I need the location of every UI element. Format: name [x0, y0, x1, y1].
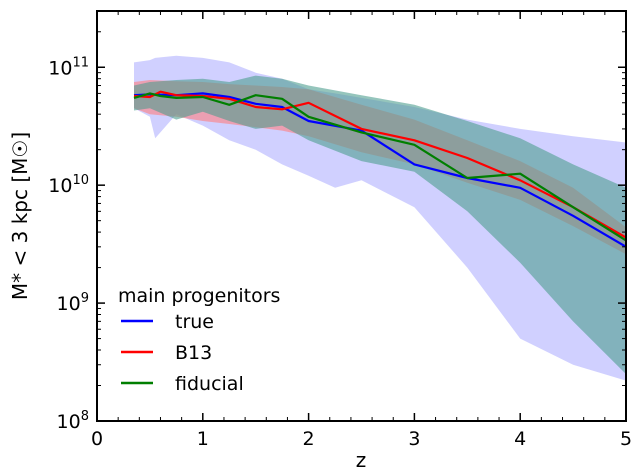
tick-labels: 0 1 2 3 4 5 108 109 1010 1011 [48, 55, 632, 450]
y-tick-label: 1010 [48, 173, 89, 197]
y-tick-label: 1011 [48, 55, 89, 79]
legend-label-true: true [175, 311, 214, 333]
y-tick-label: 109 [57, 291, 89, 315]
x-axis-label: z [356, 448, 367, 470]
legend-label-b13: B13 [175, 342, 212, 364]
legend-label-fiducial: fiducial [175, 373, 244, 395]
x-tick-label: 0 [91, 428, 103, 450]
legend: main progenitors true B13 fiducial [118, 285, 280, 395]
x-tick-label: 3 [408, 428, 420, 450]
y-axis-label: M* < 3 kpc [M☉] [8, 132, 32, 300]
x-tick-label: 1 [197, 428, 209, 450]
legend-title: main progenitors [118, 285, 280, 307]
series-lines [133, 90, 626, 248]
band-fiducial [134, 75, 626, 375]
confidence-bands [134, 55, 626, 381]
line-fiducial [133, 92, 626, 242]
x-tick-label: 5 [620, 428, 632, 450]
line-b13 [133, 90, 626, 239]
x-tick-label: 4 [514, 428, 526, 450]
y-tick-label: 108 [57, 409, 89, 433]
x-tick-label: 2 [303, 428, 315, 450]
plot-frame [96, 10, 627, 422]
